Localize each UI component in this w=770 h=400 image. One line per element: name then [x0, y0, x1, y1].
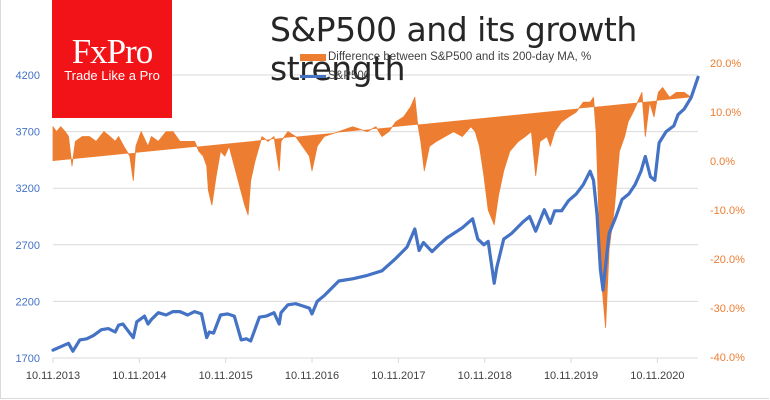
- y2-tick-label: 10.0%: [710, 107, 741, 119]
- legend-label-ma-diff: Difference between S&P500 and its 200-da…: [328, 51, 592, 63]
- x-tick-label: 10.11.2019: [544, 370, 598, 382]
- y2-tick-label: -10.0%: [710, 205, 745, 217]
- y-tick-label: 1700: [16, 353, 40, 365]
- y2-tick-label: -20.0%: [710, 254, 745, 266]
- y2-tick-label: -40.0%: [710, 352, 745, 364]
- brand-tagline: Trade Like a Pro: [64, 68, 160, 83]
- y-axis-left: 1700 2200 2700 3200 3700 4200: [16, 70, 40, 365]
- legend-item-sp500: S&P500: [300, 70, 370, 82]
- brand-name: FxPro: [71, 32, 154, 71]
- x-tick-label: 10.11.2016: [285, 370, 339, 382]
- y2-tick-label: 0.0%: [710, 156, 735, 168]
- y-tick-label: 2200: [16, 296, 40, 308]
- sp500-line-layer: [51, 75, 700, 353]
- x-tick-label: 10.11.2013: [26, 370, 80, 382]
- y-tick-label: 2700: [16, 240, 40, 252]
- y2-tick-label: -30.0%: [710, 303, 745, 315]
- chart-title: S&P500 and its growth strength: [270, 10, 637, 88]
- legend-swatch-sp500: [300, 74, 326, 78]
- y-tick-label: 3200: [16, 183, 40, 195]
- x-tick-label: 10.11.2014: [112, 370, 166, 382]
- legend-label-sp500: S&P500: [328, 70, 371, 82]
- x-tick-label: 10.11.2015: [199, 370, 253, 382]
- x-tick-label: 10.11.2020: [630, 370, 684, 382]
- brand-logo: FxPro Trade Like a Pro: [52, 0, 172, 118]
- x-axis: 10.11.2013 10.11.2014 10.11.2015 10.11.2016…: [26, 358, 685, 382]
- y-tick-label: 3700: [16, 127, 40, 139]
- legend-item-ma-diff: Difference between S&P500 and its 200-da…: [300, 51, 591, 63]
- y2-tick-label: 20.0%: [710, 58, 741, 70]
- y-tick-label: 4200: [16, 70, 40, 82]
- x-tick-label: 10.11.2017: [371, 370, 425, 382]
- sp500-line: [51, 75, 700, 353]
- x-tick-label: 10.11.2018: [458, 370, 512, 382]
- legend-swatch-ma-diff: [300, 53, 326, 61]
- y-axis-right: -40.0% -30.0% -20.0% -10.0% 0.0% 10.0% 20.0%: [710, 58, 745, 364]
- gridlines: [53, 74, 698, 359]
